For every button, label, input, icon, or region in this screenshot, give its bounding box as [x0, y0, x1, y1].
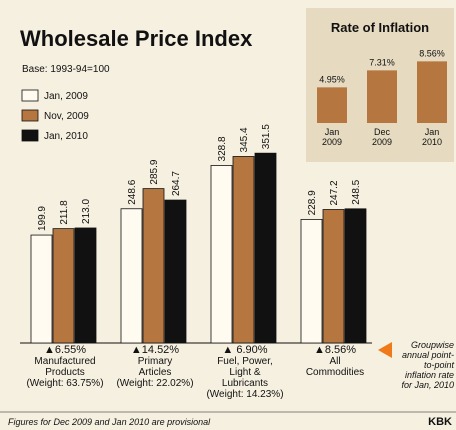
legend-swatch	[21, 129, 39, 142]
value-label: 7.31%	[369, 57, 395, 67]
x-tick-label: Jan 2010	[421, 127, 443, 147]
bar	[344, 208, 367, 344]
value-label: 8.56%	[419, 48, 445, 58]
legend-label: Nov, 2009	[44, 111, 89, 122]
change-label: ▲6.55%	[43, 344, 87, 356]
bar	[52, 228, 75, 344]
x-tick-label: Dec 2009	[371, 127, 393, 147]
value-label: 228.9	[307, 190, 318, 215]
value-label: 248.6	[127, 179, 138, 204]
bar	[232, 156, 255, 344]
bar	[210, 165, 233, 344]
change-label: ▲ 6.90%	[222, 344, 268, 356]
value-label: 345.4	[239, 127, 250, 152]
value-label: 211.8	[59, 200, 70, 225]
value-label: 199.9	[37, 206, 48, 231]
weight-label: (Weight: 63.75%)	[26, 378, 104, 389]
legend-label: Jan, 2010	[44, 131, 88, 142]
value-label: 247.2	[329, 180, 340, 205]
bar	[322, 209, 345, 344]
bar	[164, 199, 187, 344]
bar	[317, 87, 347, 123]
value-label: 264.7	[171, 171, 182, 196]
group-label: ▲8.56% All Commodities	[295, 344, 375, 379]
credit: KBK	[428, 416, 452, 428]
category-label: Manufactured Products	[34, 356, 96, 378]
group-label: ▲6.55% Manufactured Products (Weight: 63.7…	[25, 344, 105, 390]
category-label: Primary Articles	[137, 356, 173, 378]
bar	[300, 218, 323, 344]
change-label: ▲14.52%	[130, 344, 180, 356]
bar	[142, 188, 165, 344]
value-label: 213.0	[81, 199, 92, 224]
x-tick-label: Jan 2009	[321, 127, 343, 147]
bar	[74, 227, 97, 344]
note-arrow	[378, 342, 392, 358]
legend-swatch	[21, 109, 39, 122]
value-label: 248.5	[351, 179, 362, 204]
category-label: Fuel, Power, Light & Lubricants	[217, 356, 273, 389]
legend-swatch	[21, 89, 39, 102]
subtitle: Base: 1993-94=100	[22, 64, 110, 75]
bar	[120, 208, 143, 344]
footnote: Figures for Dec 2009 and Jan 2010 are pr…	[8, 417, 211, 427]
change-label: ▲8.56%	[313, 344, 357, 356]
value-label: 285.9	[149, 159, 160, 184]
category-label: All Commodities	[305, 356, 365, 378]
value-label: 351.5	[261, 124, 272, 149]
group-label: ▲ 6.90% Fuel, Power, Light & Lubricants (W…	[205, 344, 285, 401]
value-label: 4.95%	[319, 74, 345, 84]
weight-label: (Weight: 22.02%)	[116, 378, 194, 389]
bar	[254, 152, 277, 344]
legend-label: Jan, 2009	[44, 91, 88, 102]
inset-title: Rate of Inflation	[331, 20, 429, 35]
value-label: 328.8	[217, 136, 228, 161]
bar	[367, 70, 397, 123]
group-label: ▲14.52% Primary Articles (Weight: 22.02%)	[115, 344, 195, 390]
bar	[30, 234, 53, 344]
chart-title: Wholesale Price Index	[20, 26, 253, 51]
note: Groupwise annual point-to-point inflatio…	[401, 340, 454, 390]
bar	[417, 61, 447, 123]
weight-label: (Weight: 14.23%)	[206, 389, 284, 400]
